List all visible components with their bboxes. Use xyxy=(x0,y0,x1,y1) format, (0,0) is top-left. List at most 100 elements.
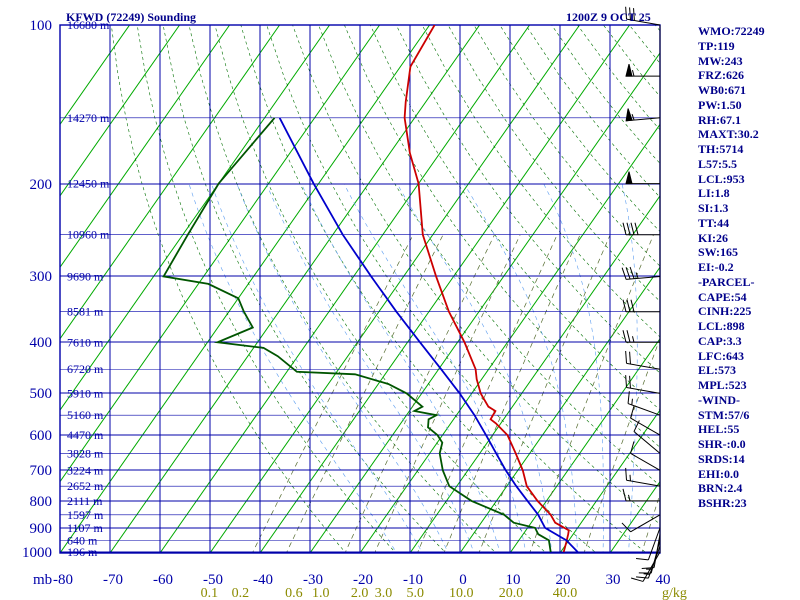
wind-barb-full-flag xyxy=(629,375,631,389)
wind-barb-staff xyxy=(642,551,661,582)
wind-barb-half-flag xyxy=(635,272,639,279)
wind-barb-full-flag xyxy=(625,350,628,364)
moist-adiabat-line xyxy=(236,183,449,553)
height-label: 640 m xyxy=(67,533,98,547)
height-label: 6720 m xyxy=(67,362,104,376)
wind-barb-full-flag xyxy=(625,6,628,20)
sounding-index-item: FRZ:626 xyxy=(698,68,744,83)
sounding-index-item: EHI:0.0 xyxy=(698,466,740,481)
pressure-tick-label: 900 xyxy=(30,521,53,537)
wind-barb xyxy=(625,375,661,394)
sounding-index-item: L57:5.5 xyxy=(698,156,737,171)
dry-adiabat-line xyxy=(240,25,597,553)
mixing-ratio-line xyxy=(416,234,558,553)
dry-adiabat-line xyxy=(266,25,647,553)
height-label: 196 m xyxy=(67,545,98,559)
wind-barb-half-flag xyxy=(643,573,650,575)
sounding-index-item: SHR-:0.0 xyxy=(698,437,746,451)
sounding-index-item: LI:1.8 xyxy=(698,186,730,201)
wind-barb-full-flag xyxy=(630,299,635,312)
height-label: 1107 m xyxy=(67,521,104,535)
temperature-profile xyxy=(403,25,570,553)
sounding-index-item: HEL:55 xyxy=(698,422,740,437)
sounding-index-item: TP:119 xyxy=(698,38,735,53)
mixing-ratio-line xyxy=(478,234,611,553)
sounding-index-item: LFC:643 xyxy=(698,348,744,363)
wind-barb-staff xyxy=(647,527,661,561)
isotherm-line xyxy=(509,337,660,553)
wind-barb xyxy=(625,108,661,122)
wind-barb xyxy=(622,488,660,502)
wind-barb-pennant xyxy=(625,171,633,185)
temperature-tick-label: -30 xyxy=(303,572,323,588)
moist-adiabat-line xyxy=(543,183,604,553)
wind-barb xyxy=(621,514,661,533)
wind-barb-full-flag xyxy=(629,266,635,279)
wind-barb-full-flag xyxy=(622,330,627,343)
sounding-index-item: EL:573 xyxy=(698,363,737,378)
sounding-index-item: CAP:3.3 xyxy=(698,333,742,348)
temperature-tick-label: -80 xyxy=(53,572,73,588)
chart-curves xyxy=(162,25,579,553)
wind-barb-full-flag xyxy=(622,222,627,235)
wind-barb xyxy=(625,6,661,26)
wind-barb xyxy=(622,330,660,343)
isotherm-line xyxy=(559,409,660,553)
pressure-tick-label: 200 xyxy=(30,177,53,193)
height-labels: 16680 m 14270 m 12450 m 10960 m 9690 m 8581 m… xyxy=(67,18,110,559)
sounding-index-item: TH:5714 xyxy=(698,142,744,156)
moist-adiabat-line xyxy=(188,183,398,553)
temperature-tick-label: -10 xyxy=(403,572,423,588)
moist-adiabat-line xyxy=(463,183,578,553)
mixing-ratio-unit-label: g/kg xyxy=(662,586,687,600)
wind-barb-full-flag xyxy=(630,441,635,454)
isotherm-line xyxy=(159,25,531,553)
curves-clipped xyxy=(162,25,579,553)
moist-adiabat-line xyxy=(301,183,501,553)
wind-barb-full-flag xyxy=(633,8,635,21)
moist-adiabat-line xyxy=(621,183,638,553)
sounding-index-item: SW:165 xyxy=(698,245,739,260)
height-label: 3828 m xyxy=(67,446,104,460)
pressure-tick-label: 500 xyxy=(30,386,53,402)
sounding-index-item: RH:67.1 xyxy=(698,112,741,127)
sounding-index-item: PW:1.50 xyxy=(698,97,742,112)
wind-barb-full-flag xyxy=(627,391,630,404)
parcel-profile xyxy=(278,117,579,553)
dry-adiabat-line xyxy=(447,25,660,302)
moist-adiabat-line xyxy=(343,183,527,553)
height-label: 12450 m xyxy=(67,177,110,191)
isotherm-line xyxy=(60,25,231,269)
wind-barb-staff xyxy=(630,417,661,436)
wind-barb-full-flag xyxy=(630,577,644,582)
pressure-unit-label: mb xyxy=(33,572,52,588)
wind-barb xyxy=(633,420,661,454)
sounding-index-item: WMO:72249 xyxy=(698,24,765,38)
sounding-index-item: -PARCEL- xyxy=(698,274,755,289)
sounding-index-item: BRN:2.4 xyxy=(698,481,743,496)
sounding-index-item: LCL:898 xyxy=(698,319,745,333)
isotherm-line xyxy=(60,25,181,197)
height-label: 2652 m xyxy=(67,479,104,493)
dry-adiabat-line xyxy=(162,25,447,553)
mixing-ratio-label: 1.0 xyxy=(312,586,330,600)
wind-barb-staff xyxy=(626,275,661,280)
wind-barb-full-flag xyxy=(621,522,631,533)
wind-barb-staff xyxy=(627,403,661,416)
pressure-tick-label: 100 xyxy=(30,18,53,34)
wind-barb-pennant xyxy=(625,108,633,122)
wind-barb xyxy=(636,527,661,561)
wind-barb xyxy=(622,222,660,236)
sounding-index-item: MW:243 xyxy=(698,53,743,68)
pressure-tick-label: 800 xyxy=(30,494,53,510)
mixing-ratio-label: 40.0 xyxy=(553,586,578,600)
mixing-ratio-line xyxy=(529,234,654,553)
wind-barb-half-flag xyxy=(632,336,635,343)
mixing-ratio-line xyxy=(374,234,521,553)
wind-barb-full-flag xyxy=(630,222,635,235)
temperature-tick-label: -50 xyxy=(203,572,223,588)
dry-adiabat-line xyxy=(292,25,660,525)
height-label: 7610 m xyxy=(67,335,104,349)
height-label: 5910 m xyxy=(67,386,104,400)
moist-adiabat-line xyxy=(211,183,423,553)
